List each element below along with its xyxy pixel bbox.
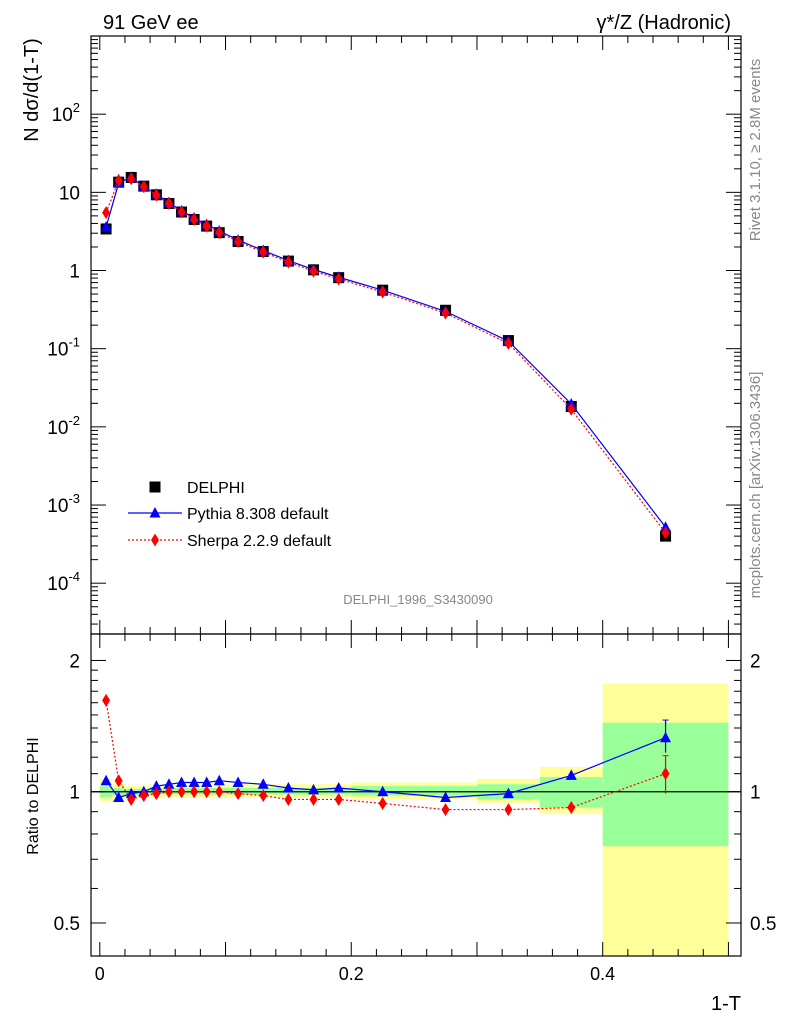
pythia-point [201, 776, 213, 787]
data-point [149, 481, 161, 493]
band-inner [351, 786, 477, 796]
sherpa-point [661, 526, 670, 540]
y-tick-label: 10-1 [47, 335, 80, 361]
sherpa-point [259, 245, 268, 259]
sherpa-point [441, 306, 450, 320]
pythia-point [100, 774, 112, 786]
sherpa-point [259, 789, 268, 803]
pythia-point [502, 787, 514, 799]
analysis-id-label: DELPHI_1996_S3430090 [343, 592, 493, 607]
legend: DELPHI Pythia 8.308 default Sherpa 2.2.9 d… [128, 480, 332, 550]
pythia-point [188, 776, 200, 787]
sherpa-point [164, 785, 173, 799]
pythia-point [150, 780, 162, 791]
sherpa-point [152, 188, 161, 202]
main-panel: 10-4 10-3 10-2 10-1 1 10 102 [47, 35, 742, 956]
pythia-point [113, 791, 125, 802]
sherpa-point [661, 767, 670, 781]
sherpa-point [334, 792, 343, 806]
x-axis-label: 1-T [711, 993, 741, 1015]
rivet-version-label: Rivet 3.1.10, ≥ 2.8M events [747, 59, 764, 242]
x-tick-label: 0.4 [590, 964, 615, 984]
sherpa-point [284, 792, 293, 806]
y-tick-label: 10-4 [47, 569, 80, 595]
ratio-panel: 0 0.2 0.4 0.5 0.5 1 1 2 2 [54, 633, 776, 984]
ratio-y-tick-label: 2 [69, 651, 80, 672]
mcplots-label: mcplots.cern.ch [arXiv:1306.3436] [747, 372, 764, 599]
pythia-point [149, 507, 161, 518]
sherpa-point [202, 219, 211, 233]
legend-label: DELPHI [187, 480, 245, 497]
sherpa-point [202, 785, 211, 799]
pythia-point [308, 783, 320, 795]
sherpa-point [127, 172, 136, 186]
ratio-y-tick-label: 1 [69, 783, 80, 804]
sherpa-point [114, 173, 123, 187]
ratio-frame [90, 633, 742, 957]
uncertainty-bands [91, 683, 741, 956]
main-y-axis-label: N dσ/d(1-T) [21, 38, 43, 141]
sherpa-point [234, 235, 243, 249]
ratio-y-tick-label-right: 0.5 [750, 914, 776, 935]
pythia-point [213, 774, 225, 786]
ratio-y-tick-label: 0.5 [54, 914, 80, 935]
ratio-y-tick-label-right: 2 [750, 651, 761, 672]
sherpa-point [284, 255, 293, 269]
sherpa-point [215, 226, 224, 240]
sherpa-point [152, 787, 161, 801]
series-line [105, 176, 667, 528]
pythia-point [163, 778, 175, 789]
sherpa-point [441, 803, 450, 817]
process-label: γ*/Z (Hadronic) [597, 12, 731, 34]
ratio-series-line [105, 700, 666, 811]
pythia-point [176, 776, 188, 787]
sherpa-point [127, 792, 136, 806]
y-tick-label: 10 [59, 183, 80, 204]
ratio-y-axis-label: Ratio to DELPHI [25, 737, 42, 854]
pythia-point [660, 731, 672, 743]
pythia-point [282, 781, 294, 793]
sherpa-point [177, 205, 186, 219]
sherpa-point [567, 801, 576, 815]
sherpa-point [190, 785, 199, 799]
sherpa-point [378, 796, 387, 810]
legend-label: Sherpa 2.2.9 default [187, 533, 332, 550]
sherpa-point [177, 785, 186, 799]
pythia-point [257, 778, 269, 789]
pythia-point [100, 221, 112, 232]
pythia-point [440, 791, 452, 802]
energy-label: 91 GeV ee [103, 12, 199, 34]
pythia-point [377, 785, 389, 797]
y-tick-label: 102 [52, 100, 80, 126]
sherpa-point [378, 285, 387, 299]
pythia-point [125, 787, 137, 799]
y-tick-label: 10-2 [47, 413, 80, 439]
sherpa-point [164, 196, 173, 210]
ratio-y-tick-label-right: 1 [750, 783, 761, 804]
y-tick-label: 10-3 [47, 491, 80, 517]
sherpa-point [151, 533, 159, 547]
x-tick-label: 0.2 [339, 964, 364, 984]
x-tick-label: 0 [95, 964, 105, 984]
sherpa-point [215, 785, 224, 799]
legend-label: Pythia 8.308 default [187, 506, 329, 523]
sherpa-point [102, 206, 111, 220]
pythia-point [565, 769, 577, 780]
sherpa-point [567, 402, 576, 416]
sherpa-point [504, 803, 513, 817]
sherpa-point [309, 792, 318, 806]
sherpa-point [504, 336, 513, 350]
sherpa-point [190, 212, 199, 226]
pythia-point [232, 776, 244, 787]
y-tick-label: 1 [69, 262, 80, 283]
sherpa-point [139, 789, 148, 803]
sherpa-point [334, 272, 343, 286]
pythia-point [333, 781, 345, 793]
sherpa-point [114, 774, 123, 788]
sherpa-point [139, 180, 148, 194]
sherpa-point [309, 264, 318, 278]
sherpa-point [234, 787, 243, 801]
sherpa-point [102, 693, 111, 707]
